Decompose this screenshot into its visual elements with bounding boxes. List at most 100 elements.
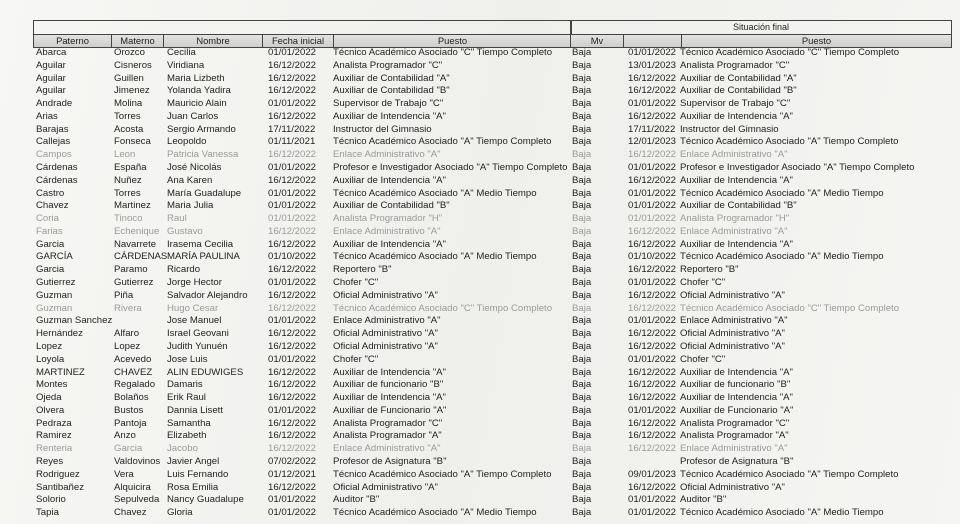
- cell-fecha: 17/11/2022: [268, 123, 316, 135]
- cell-fecha: 01/01/2022: [268, 187, 317, 199]
- cell-paterno: Aguilar: [36, 85, 66, 97]
- cell-paterno: Farias: [36, 225, 63, 237]
- header-row-right: Mv Puesto: [570, 34, 952, 48]
- cell-mv: Baja: [572, 149, 592, 161]
- cell-materno: Rivera: [114, 302, 142, 314]
- cell-mv: Baja: [572, 98, 592, 110]
- cell-mv: Baja: [572, 379, 592, 391]
- cell-fecha: 01/01/2022: [268, 213, 317, 225]
- cell-puesto: Técnico Académico Asociado "A" Medio Tie…: [333, 187, 537, 199]
- cell-puesto-final: Técnico Académico Asociado "A" Medio Tie…: [680, 507, 884, 519]
- cell-paterno: Garcia: [36, 264, 65, 276]
- cell-puesto: Supervisor de Trabajo "C": [333, 98, 444, 110]
- cell-fecha: 16/12/2022: [268, 72, 317, 84]
- cell-mv: Baja: [572, 213, 592, 225]
- cell-fecha-final: 01/01/2022: [628, 162, 677, 174]
- cell-puesto: Analista Programador "C": [333, 417, 443, 429]
- cell-mv: Baja: [572, 289, 592, 301]
- cell-paterno: Guzman: [36, 302, 73, 314]
- cell-puesto: Chofer "C": [333, 353, 379, 365]
- cell-materno: Fonseca: [114, 136, 151, 148]
- cell-fecha: 01/01/2022: [268, 494, 317, 506]
- cell-paterno: Arias: [36, 110, 58, 122]
- cell-puesto: Técnico Académico Asociado "A" Tiempo Co…: [333, 136, 552, 148]
- cell-mv: Baja: [572, 72, 592, 84]
- cell-fecha: 01/01/2022: [268, 277, 317, 289]
- cell-nombre: Samantha: [167, 417, 211, 429]
- cell-nombre: Damaris: [167, 379, 203, 391]
- cell-mv: Baja: [572, 328, 592, 340]
- header-puesto: Puesto: [437, 35, 468, 46]
- cell-materno: Piña: [114, 289, 134, 301]
- cell-fecha: 16/12/2022: [268, 289, 317, 301]
- cell-fecha-final: 16/12/2022: [628, 392, 677, 404]
- cell-puesto-final: Enlace Administrativo "A": [680, 225, 788, 237]
- cell-fecha: 16/12/2022: [268, 110, 317, 122]
- cell-paterno: Aguilar: [36, 72, 66, 84]
- cell-mv: Baja: [572, 392, 592, 404]
- cell-fecha-final: 17/11/2022: [628, 123, 676, 135]
- cell-mv: Baja: [572, 481, 592, 493]
- cell-mv: Baja: [572, 174, 592, 186]
- cell-paterno: Campos: [36, 149, 72, 161]
- cell-nombre: Gustavo: [167, 225, 203, 237]
- cell-materno: Cisneros: [114, 59, 152, 71]
- cell-fecha-final: 12/01/2023: [628, 136, 677, 148]
- header-paterno: Paterno: [34, 35, 112, 47]
- cell-paterno: Santibañez: [36, 481, 85, 493]
- cell-nombre: ALIN EDUWIGES: [167, 366, 244, 378]
- cell-nombre: María Guadalupe: [167, 187, 242, 199]
- cell-nombre: Erik Raul: [167, 392, 206, 404]
- cell-materno: Alfaro: [114, 328, 140, 340]
- cell-puesto-final: Auxiliar de Intendencia "A": [680, 392, 793, 404]
- cell-mv: Baja: [572, 162, 592, 174]
- cell-materno: Navarrete: [114, 238, 157, 250]
- cell-puesto: Chofer "C": [333, 277, 379, 289]
- cell-materno: CHAVEZ: [114, 366, 153, 378]
- cell-materno: Jimenez: [114, 85, 150, 97]
- cell-fecha: 16/12/2022: [268, 225, 317, 237]
- cell-nombre: Nancy Guadalupe: [167, 494, 244, 506]
- cell-fecha-final: 16/12/2022: [628, 238, 677, 250]
- cell-puesto: Auxiliar de Intendencia "A": [333, 174, 446, 186]
- cell-materno: Torres: [114, 110, 141, 122]
- cell-puesto: Técnico Académico Asociado "A" Medio Tie…: [333, 251, 537, 263]
- cell-puesto-final: Reportero "B": [680, 264, 739, 276]
- cell-nombre: Cecilia: [167, 47, 196, 58]
- cell-paterno: Coria: [36, 213, 59, 225]
- cell-nombre: Dannia Lisett: [167, 404, 223, 416]
- cell-materno: Orozco: [114, 47, 145, 58]
- cell-nombre: Gloria: [167, 507, 193, 519]
- cell-fecha: 01/01/2022: [268, 315, 317, 327]
- cell-fecha: 16/12/2022: [268, 59, 317, 71]
- cell-fecha: 16/12/2022: [268, 328, 317, 340]
- cell-fecha-final: 16/12/2022: [628, 417, 677, 429]
- cell-fecha-final: 01/01/2022: [628, 315, 677, 327]
- cell-puesto-final: Instructor del Gimnasio: [680, 123, 779, 135]
- cell-puesto-final: Auxiliar de Intendencia "A": [680, 238, 793, 250]
- cell-puesto-final: Chofer "C": [680, 353, 726, 365]
- cell-mv: Baja: [572, 47, 592, 58]
- cell-fecha: 01/01/2022: [268, 98, 317, 110]
- cell-nombre: Irasema Cecilia: [167, 238, 234, 250]
- cell-fecha: 16/12/2022: [268, 264, 317, 276]
- cell-mv: Baja: [572, 315, 592, 327]
- cell-puesto-final: Auxiliar de Contabilidad "B": [680, 85, 797, 97]
- cell-paterno: Barajas: [36, 123, 69, 135]
- cell-nombre: Luis Fernando: [167, 468, 229, 480]
- cell-puesto: Técnico Académico Asociado "A" Tiempo Co…: [333, 468, 552, 480]
- cell-nombre: Javier Angel: [167, 455, 220, 467]
- cell-puesto: Auditor "B": [333, 494, 380, 506]
- cell-puesto: Técnico Académico Asociado "A" Medio Tie…: [333, 507, 537, 519]
- cell-puesto-final: Enlace Administrativo "A": [680, 315, 788, 327]
- cell-puesto: Auxiliar de Contabilidad "B": [333, 200, 450, 212]
- cell-puesto-final: Técnico Académico Asociado "C" Tiempo Co…: [680, 302, 900, 314]
- cell-fecha-final: 01/10/2022: [628, 251, 677, 263]
- cell-fecha: 16/12/2022: [268, 302, 317, 314]
- header-nombre: Nombre: [164, 35, 263, 47]
- cell-nombre: Juan Carlos: [167, 110, 219, 122]
- cell-fecha-final: 01/01/2022: [628, 404, 677, 416]
- cell-fecha: 16/12/2022: [268, 149, 317, 161]
- cell-fecha: 16/12/2022: [268, 85, 317, 97]
- cell-paterno: Cárdenas: [36, 162, 78, 174]
